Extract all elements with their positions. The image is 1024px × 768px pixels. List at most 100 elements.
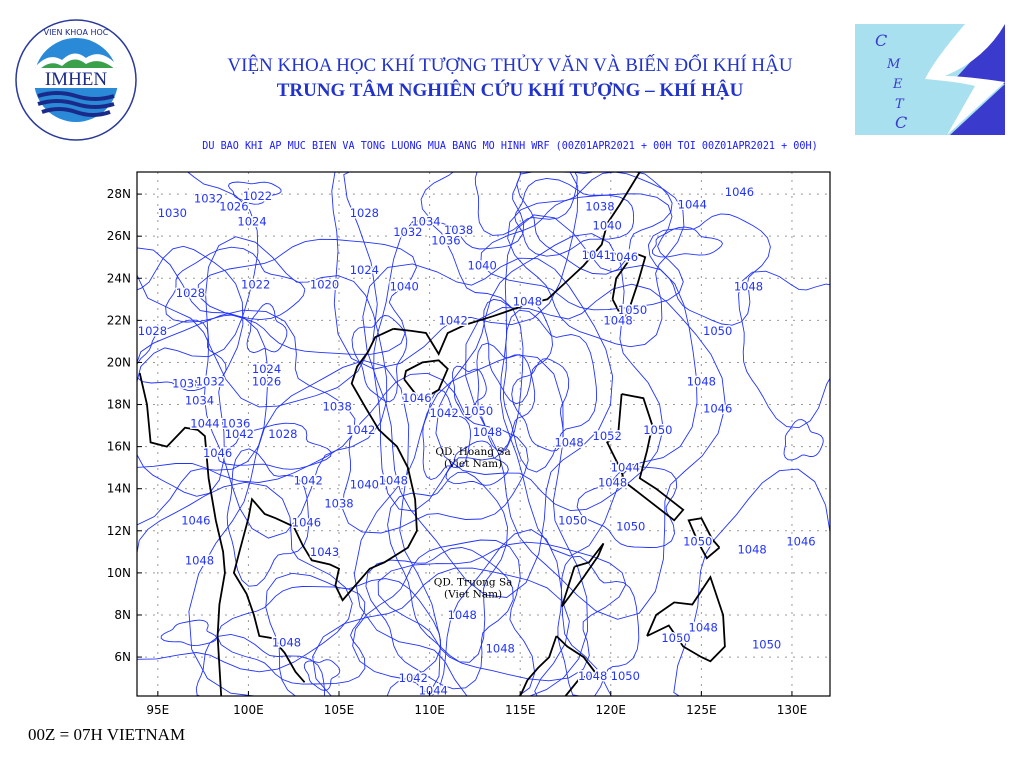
cmetc-logo: C M E T C [855, 24, 1005, 135]
institute-title: VIỆN KHOA HỌC KHÍ TƯỢNG THỦY VĂN VÀ BIẾN… [227, 55, 793, 76]
pressure-label: 1048 [687, 374, 716, 388]
pressure-label: 1048 [513, 294, 542, 308]
pressure-label: 1042 [294, 473, 323, 487]
isobar [351, 315, 408, 403]
pressure-label: 1048 [603, 313, 632, 327]
pressure-label: 1040 [593, 219, 622, 233]
pressure-label: 1050 [618, 303, 647, 317]
pressure-label: 1036 [221, 416, 250, 430]
pressure-label: 1050 [616, 520, 645, 534]
coastline [687, 517, 721, 560]
isobar [195, 633, 326, 697]
pressure-label: 1046 [725, 185, 754, 199]
isobar [783, 419, 824, 461]
pressure-labels: 1030103210261022102410281034103210361038… [136, 183, 817, 699]
pressure-label: 1048 [448, 608, 477, 622]
isobar [342, 372, 529, 534]
pressure-label: 1050 [661, 631, 690, 645]
pressure-label: 1046 [292, 515, 321, 529]
pressure-label: 1020 [310, 278, 339, 292]
lon-tick-label: 100E [233, 703, 264, 717]
pressure-label: 1046 [703, 402, 732, 416]
timezone-note: 00Z = 07H VIETNAM [28, 725, 186, 744]
isobar [465, 283, 726, 620]
pressure-label: 1048 [737, 543, 766, 557]
svg-text:M: M [886, 57, 901, 72]
lat-tick-label: 8N [114, 608, 131, 622]
lon-tick-label: 130E [777, 703, 808, 717]
pressure-label: 1038 [172, 376, 201, 390]
lat-tick-label: 22N [107, 313, 131, 327]
lat-tick-label: 20N [107, 355, 131, 369]
isobar [226, 448, 310, 587]
lat-tick-label: 24N [107, 271, 131, 285]
island-country: (Viet Nam) [444, 458, 502, 470]
pressure-label: 1028 [268, 427, 297, 441]
lon-tick-label: 125E [686, 703, 717, 717]
svg-text:T: T [895, 97, 905, 112]
isobar [203, 236, 388, 539]
lat-tick-label: 28N [107, 187, 131, 201]
lat-tick-label: 14N [107, 482, 131, 496]
lat-tick-label: 6N [114, 650, 131, 664]
pressure-label: 1026 [219, 200, 248, 214]
pressure-label: 1032 [194, 191, 223, 205]
coastline [646, 575, 726, 663]
center-title: TRUNG TÂM NGHIÊN CỨU KHÍ TƯỢNG – KHÍ HẬU [276, 80, 744, 101]
isobar [303, 659, 341, 691]
coastline [519, 635, 558, 697]
pressure-label: 1048 [379, 473, 408, 487]
isobar [673, 468, 831, 697]
isobar [377, 541, 627, 682]
isobar [197, 238, 417, 355]
coastline [232, 327, 418, 683]
isobar [136, 309, 356, 483]
pressure-label: 1043 [310, 545, 339, 559]
isobar [499, 214, 698, 557]
pressure-label: 1026 [252, 374, 281, 388]
pressure-label: 1050 [752, 637, 781, 651]
forecast-subtitle: DU BAO KHI AP MUC BIEN VA TONG LUONG MUA… [202, 139, 818, 152]
map-frame [136, 171, 831, 697]
pressure-label: 1050 [683, 534, 712, 548]
lon-tick-label: 95E [146, 703, 169, 717]
pressure-label: 1028 [138, 324, 167, 338]
pressure-label: 1036 [431, 233, 460, 247]
pressure-label: 1044 [611, 461, 640, 475]
pressure-label: 1048 [486, 642, 515, 656]
pressure-label: 1050 [558, 513, 587, 527]
lon-tick-label: 120E [596, 703, 627, 717]
island-name: QD. Hoang Sa [435, 446, 510, 458]
pressure-label: 1046 [609, 250, 638, 264]
lat-tick-label: 18N [107, 398, 131, 412]
pressure-label: 1038 [323, 400, 352, 414]
isobar [445, 440, 509, 486]
pressure-label: 1050 [611, 669, 640, 683]
pressure-label: 1052 [593, 429, 622, 443]
isobar [738, 270, 831, 429]
pressure-label: 1042 [439, 313, 468, 327]
coastline [555, 635, 598, 697]
pressure-label: 1032 [393, 225, 422, 239]
pressure-label: 1034 [185, 393, 214, 407]
lon-tick-label: 115E [505, 703, 536, 717]
isobar [217, 422, 332, 470]
coastline [138, 372, 226, 697]
pressure-label: 1048 [473, 425, 502, 439]
isobar [160, 619, 218, 647]
isobar [228, 181, 282, 205]
island-annotations: QD. Hoang Sa(Viet Nam)QD. Truong Sa(Viet… [434, 446, 513, 600]
pressure-label: 1038 [444, 223, 473, 237]
svg-text:IMHEN: IMHEN [45, 69, 108, 90]
isobar [511, 358, 570, 452]
imhen-logo: IMHEN VIEN KHOA HOC [15, 19, 137, 141]
pressure-label: 1040 [350, 478, 379, 492]
isobar [576, 466, 678, 548]
isobar [422, 389, 471, 480]
pressure-label: 1050 [703, 324, 732, 338]
isobar [557, 555, 640, 697]
pressure-label: 1042 [346, 423, 375, 437]
pressure-label: 1038 [324, 496, 353, 510]
lat-tick-label: 12N [107, 524, 131, 538]
